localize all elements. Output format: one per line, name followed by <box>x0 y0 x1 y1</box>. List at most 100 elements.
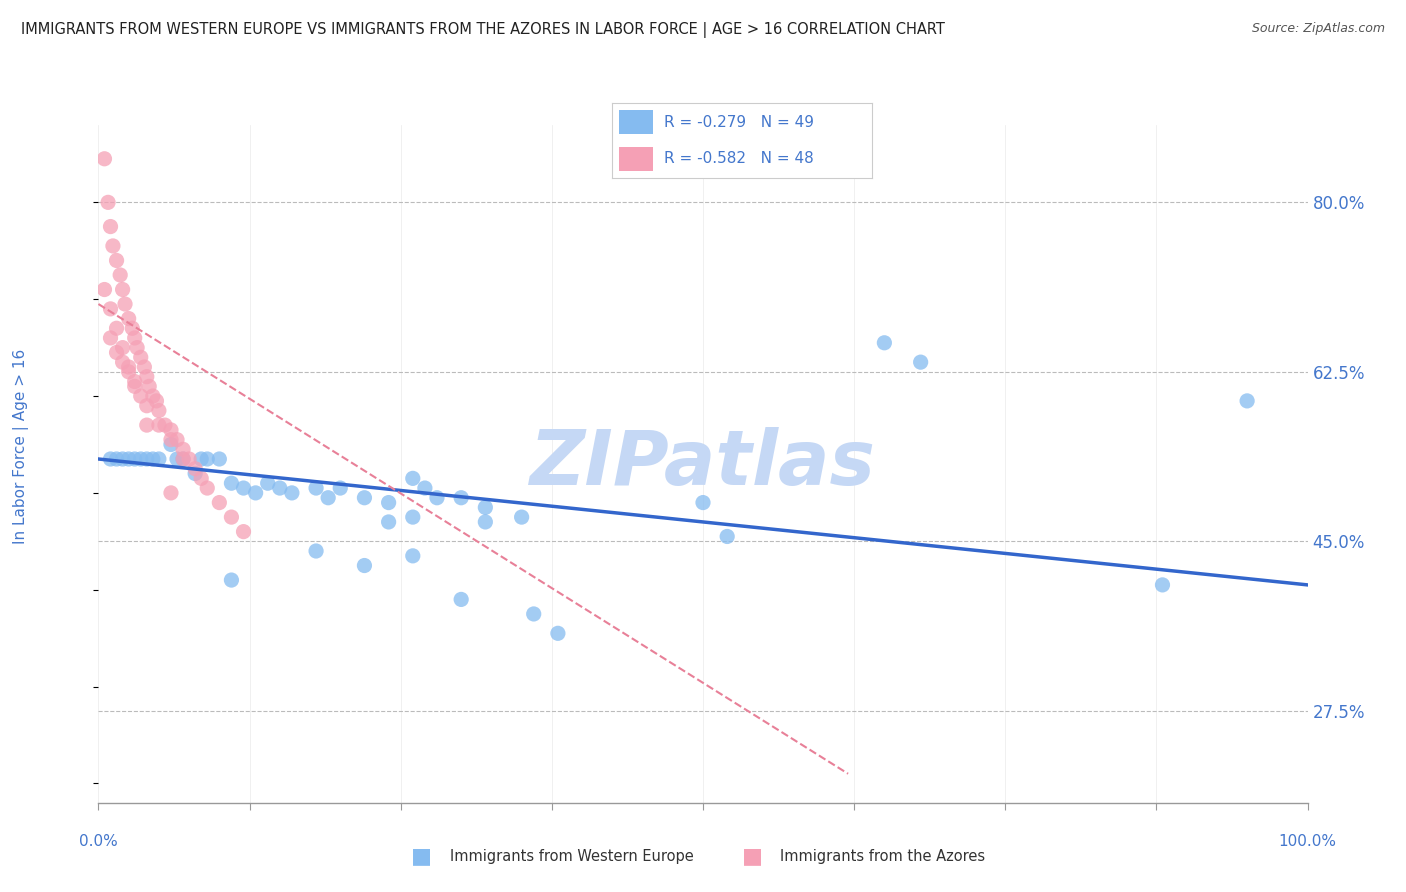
Point <box>93 152 115 166</box>
Point <box>1152 578 1174 592</box>
Point <box>316 491 339 505</box>
Point <box>142 452 165 467</box>
Point <box>184 467 207 481</box>
Text: ■: ■ <box>742 847 762 866</box>
Point <box>179 452 201 467</box>
Text: R = -0.582   N = 48: R = -0.582 N = 48 <box>664 151 814 166</box>
Point <box>523 607 546 621</box>
Point <box>105 452 128 467</box>
Point <box>105 253 128 268</box>
Point <box>221 573 243 587</box>
Bar <box>620 146 654 171</box>
Point <box>426 491 449 505</box>
Point <box>111 355 134 369</box>
Point <box>232 524 254 539</box>
Point <box>97 195 120 210</box>
Point <box>402 549 425 563</box>
Point <box>474 500 496 515</box>
Text: ■: ■ <box>412 847 432 866</box>
Point <box>232 481 254 495</box>
Point <box>160 423 183 437</box>
Point <box>100 452 122 467</box>
Point <box>172 452 194 467</box>
Point <box>124 331 146 345</box>
Point <box>135 418 157 433</box>
Point <box>101 239 124 253</box>
Point <box>190 471 212 485</box>
Point <box>377 495 399 509</box>
Point <box>129 389 152 403</box>
Point <box>172 452 194 467</box>
Point <box>450 491 472 505</box>
Point <box>245 486 267 500</box>
Point <box>111 283 134 297</box>
Point <box>910 355 932 369</box>
Text: Immigrants from Western Europe: Immigrants from Western Europe <box>450 849 693 863</box>
Point <box>127 341 149 355</box>
Point <box>450 592 472 607</box>
Point <box>105 321 128 335</box>
Point <box>160 433 183 447</box>
Point <box>474 515 496 529</box>
Point <box>129 452 152 467</box>
Point <box>208 495 231 509</box>
Point <box>142 389 165 403</box>
Point <box>100 301 122 316</box>
Point <box>118 452 141 467</box>
Text: 0.0%: 0.0% <box>79 834 118 849</box>
Point <box>190 452 212 467</box>
Point <box>100 331 122 345</box>
Point <box>105 345 128 359</box>
Point <box>148 418 170 433</box>
Point <box>135 452 157 467</box>
Point <box>135 369 157 384</box>
Point <box>256 476 278 491</box>
Point <box>413 481 436 495</box>
Point <box>121 321 143 335</box>
Point <box>145 393 167 408</box>
Point <box>148 403 170 417</box>
Point <box>208 452 231 467</box>
Point <box>129 351 152 365</box>
Point <box>184 461 207 475</box>
Point <box>195 481 218 495</box>
Point <box>153 418 176 433</box>
Point <box>353 491 375 505</box>
Point <box>377 515 399 529</box>
Point <box>111 341 134 355</box>
Point <box>100 219 122 234</box>
Point <box>195 452 218 467</box>
Point <box>166 452 188 467</box>
Point <box>160 437 183 451</box>
Point <box>138 379 160 393</box>
Point <box>1236 393 1258 408</box>
Point <box>281 486 304 500</box>
Text: 100.0%: 100.0% <box>1278 834 1337 849</box>
Text: ZIPatlas: ZIPatlas <box>530 427 876 500</box>
Point <box>118 365 141 379</box>
Point <box>93 283 115 297</box>
Point <box>135 399 157 413</box>
Point <box>148 452 170 467</box>
Point <box>269 481 291 495</box>
Point <box>305 481 328 495</box>
Point <box>221 510 243 524</box>
Point <box>547 626 569 640</box>
Point <box>692 495 714 509</box>
Point <box>353 558 375 573</box>
Point <box>172 442 194 457</box>
Text: IMMIGRANTS FROM WESTERN EUROPE VS IMMIGRANTS FROM THE AZORES IN LABOR FORCE | AG: IMMIGRANTS FROM WESTERN EUROPE VS IMMIGR… <box>21 22 945 38</box>
Point <box>134 359 156 374</box>
Text: In Labor Force | Age > 16: In Labor Force | Age > 16 <box>13 349 30 543</box>
Point <box>329 481 352 495</box>
Text: R = -0.279   N = 49: R = -0.279 N = 49 <box>664 115 814 130</box>
Point <box>111 452 134 467</box>
Point <box>108 268 131 282</box>
Text: Source: ZipAtlas.com: Source: ZipAtlas.com <box>1251 22 1385 36</box>
Point <box>716 529 738 543</box>
Point <box>873 335 896 350</box>
Point <box>402 510 425 524</box>
Text: Immigrants from the Azores: Immigrants from the Azores <box>780 849 986 863</box>
Point <box>166 433 188 447</box>
Point <box>118 311 141 326</box>
